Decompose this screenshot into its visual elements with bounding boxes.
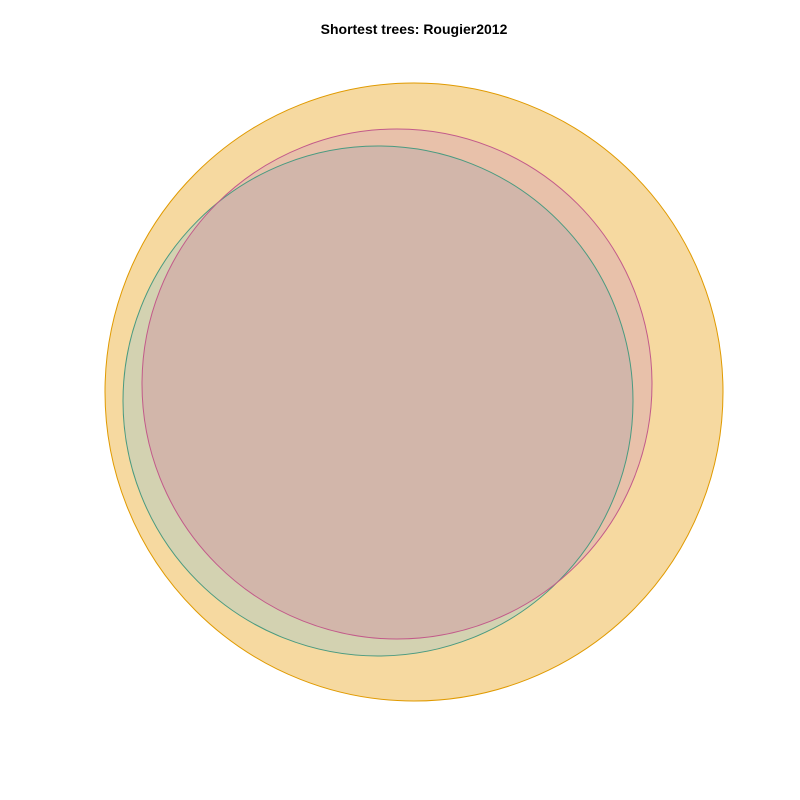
venn-outline-green [122,145,634,657]
venn-intersection-green-pink [142,146,633,639]
venn-outline-pink [141,128,653,640]
diagram-title: Shortest trees: Rougier2012 [320,21,508,37]
